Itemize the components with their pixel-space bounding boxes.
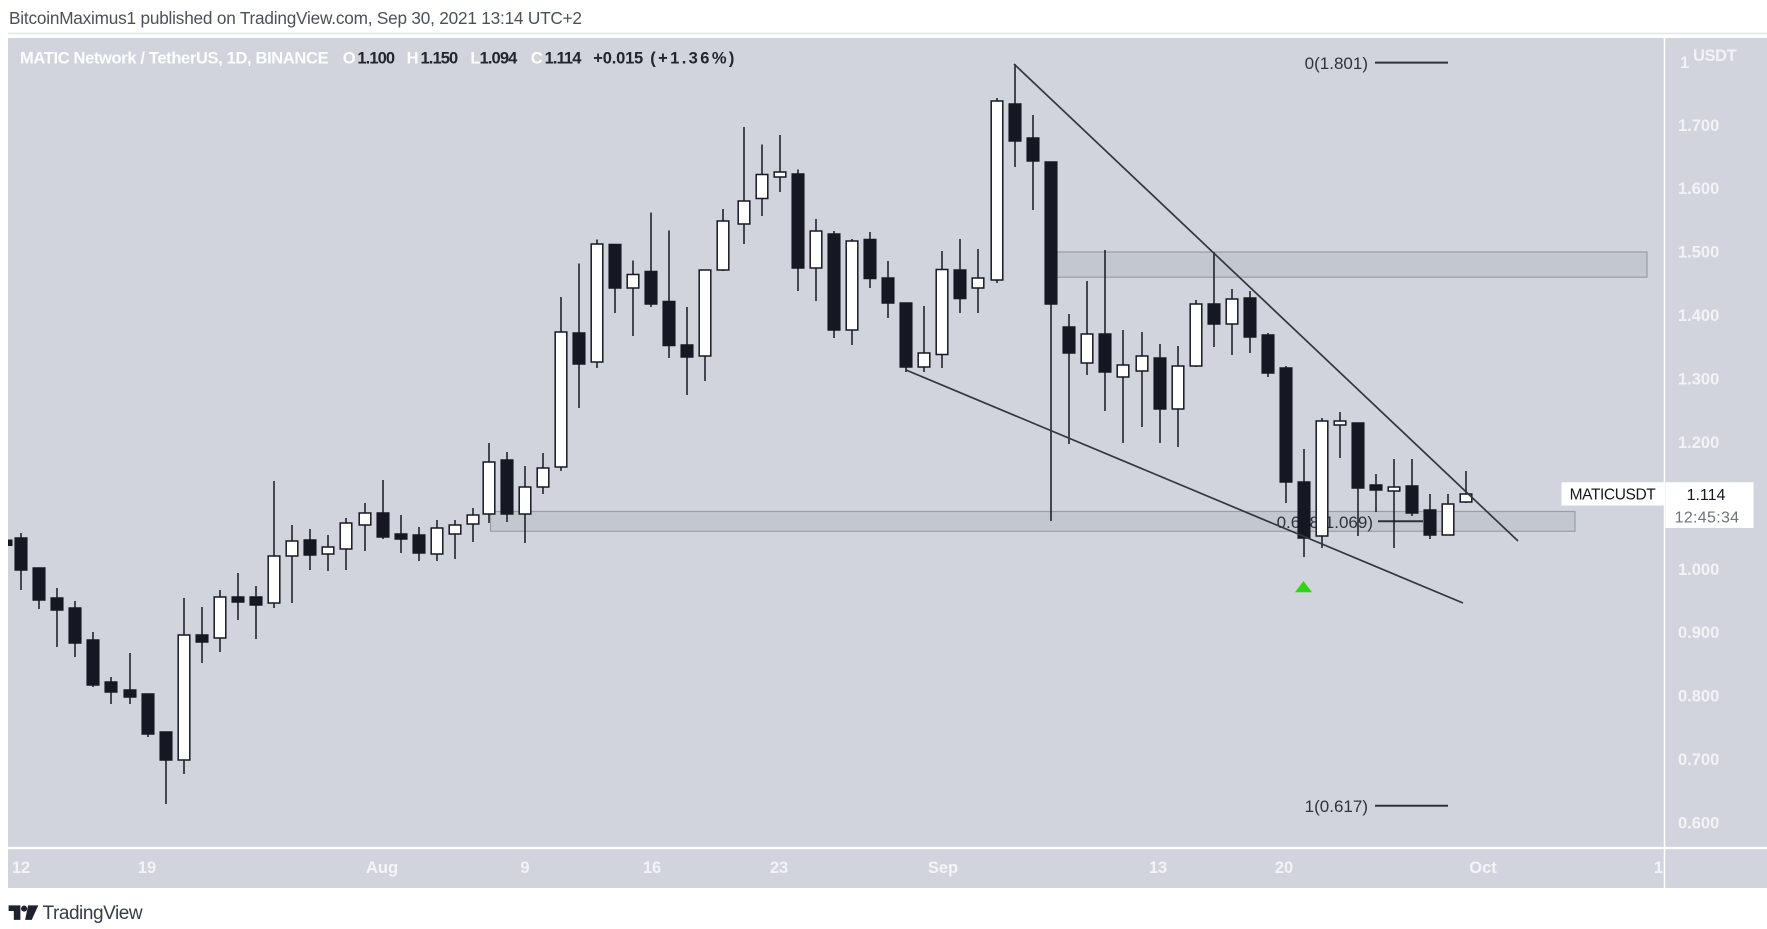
svg-text:20: 20	[1275, 859, 1293, 877]
svg-text:1.200: 1.200	[1678, 434, 1719, 452]
svg-text:12: 12	[12, 859, 30, 877]
svg-text:1.600: 1.600	[1678, 180, 1719, 198]
svg-text:0.700: 0.700	[1678, 751, 1719, 769]
svg-text:0.900: 0.900	[1678, 624, 1719, 642]
svg-text:0.800: 0.800	[1678, 688, 1719, 706]
svg-text:C: C	[531, 50, 543, 68]
svg-text:(+1.36%): (+1.36%)	[650, 50, 737, 68]
svg-text:1.500: 1.500	[1678, 244, 1719, 262]
svg-text:1: 1	[1680, 54, 1689, 72]
svg-text:O: O	[343, 50, 356, 68]
svg-text:H: H	[407, 50, 419, 68]
svg-text:1.100: 1.100	[357, 50, 395, 68]
svg-text:1.150: 1.150	[421, 50, 459, 68]
svg-text:1.700: 1.700	[1678, 117, 1719, 135]
svg-text:0(1.801): 0(1.801)	[1305, 54, 1368, 73]
svg-text:1.000: 1.000	[1678, 561, 1719, 579]
svg-text:1.300: 1.300	[1678, 371, 1719, 389]
svg-text:1.400: 1.400	[1678, 307, 1719, 325]
svg-text:0.600: 0.600	[1678, 815, 1719, 833]
svg-text:1.114: 1.114	[1687, 487, 1726, 504]
svg-text:MATICUSDT: MATICUSDT	[1570, 487, 1657, 504]
svg-text:23: 23	[770, 859, 788, 877]
svg-text:1.114: 1.114	[545, 50, 583, 68]
svg-text:13: 13	[1149, 859, 1167, 877]
svg-text:9: 9	[520, 859, 529, 877]
svg-text:USDT: USDT	[1693, 47, 1737, 65]
svg-text:Oct: Oct	[1469, 859, 1497, 877]
svg-text:L: L	[470, 50, 480, 68]
svg-text:MATIC Network / TetherUS, 1D,: MATIC Network / TetherUS, 1D, BINANCE	[20, 50, 329, 68]
svg-text:Aug: Aug	[366, 859, 398, 877]
svg-text:1.094: 1.094	[480, 50, 519, 68]
svg-text:16: 16	[643, 859, 661, 877]
svg-text:1(0.617): 1(0.617)	[1305, 797, 1368, 816]
svg-text:1: 1	[1654, 859, 1663, 877]
svg-text:Sep: Sep	[928, 859, 958, 877]
svg-text:12:45:34: 12:45:34	[1675, 510, 1740, 527]
svg-text:+0.015: +0.015	[593, 50, 643, 68]
svg-text:19: 19	[138, 859, 156, 877]
